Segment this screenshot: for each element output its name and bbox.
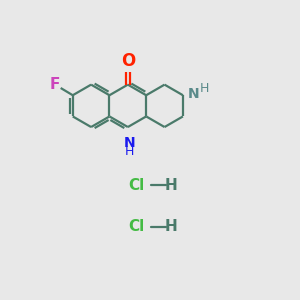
Text: Cl: Cl (129, 219, 145, 234)
Text: H: H (200, 82, 209, 95)
Text: O: O (121, 52, 135, 70)
Text: N: N (188, 87, 200, 101)
Text: N: N (124, 136, 135, 151)
Text: H: H (124, 145, 134, 158)
Text: Cl: Cl (129, 178, 145, 193)
Text: H: H (165, 219, 178, 234)
Text: H: H (165, 178, 178, 193)
Text: F: F (50, 77, 60, 92)
